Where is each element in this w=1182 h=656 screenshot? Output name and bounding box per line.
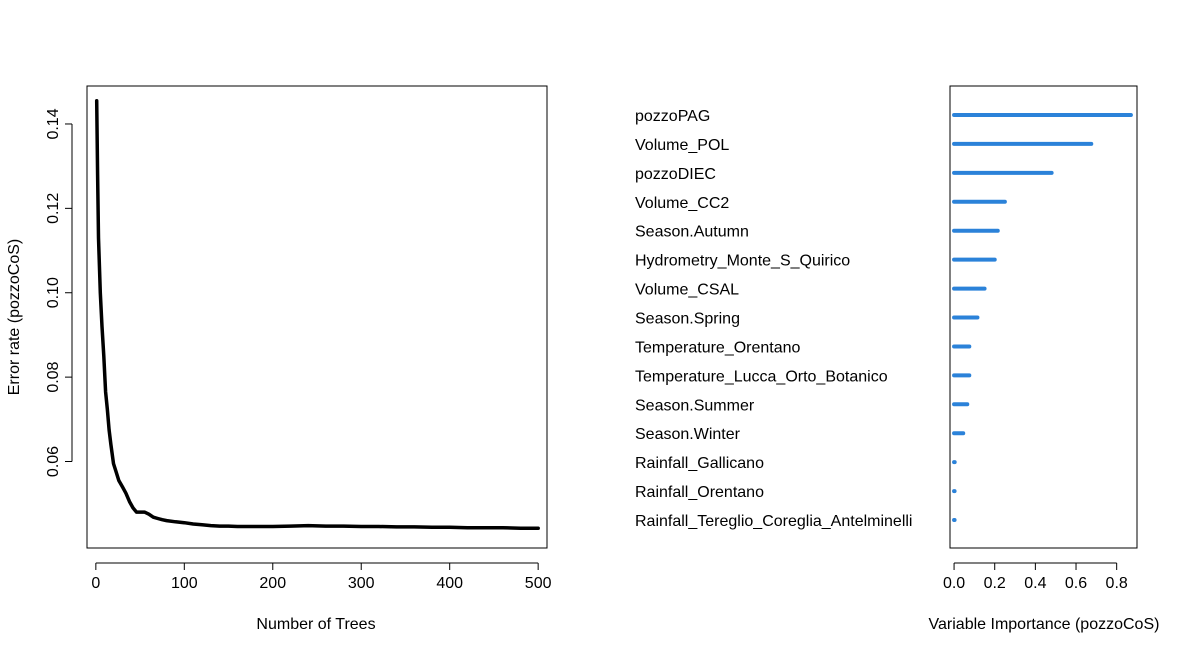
error-rate-series-line: [94, 99, 540, 530]
error-rate-y-tick-label: 0.14: [45, 108, 62, 139]
variable-importance-x-tick-label: 0.4: [1024, 575, 1046, 592]
error-rate-x-tick-label: 0: [91, 575, 100, 592]
error-rate-x-tick-label: 400: [436, 575, 463, 592]
variable-label: Hydrometry_Monte_S_Quirico: [635, 253, 850, 270]
variable-label: Rainfall_Gallicano: [635, 455, 764, 472]
variable-label: Season.Autumn: [635, 224, 749, 241]
error-rate-y-tick-label: 0.08: [45, 361, 62, 392]
variable-label: Season.Summer: [635, 397, 755, 414]
error-rate-x-tick-label: 100: [171, 575, 198, 592]
variable-importance-bars: [952, 113, 1133, 523]
variable-importance-x-tick-label: 0.0: [943, 575, 965, 592]
variable-label: Temperature_Lucca_Orto_Botanico: [635, 368, 888, 385]
variable-importance-plot-frame: [949, 85, 1138, 549]
error-rate-x-tick-label: 200: [259, 575, 286, 592]
error-rate-chart: 0 100 200 300 400 500 0.06 0.08 0.10 0.12 0.14 Nu…: [6, 85, 552, 633]
variable-importance-x-tick-label: 0.2: [984, 575, 1006, 592]
variable-label: pozzoPAG: [635, 108, 710, 125]
error-rate-x-tick-label: 300: [348, 575, 375, 592]
variable-importance-x-axis-title: Variable Importance (pozzoCoS): [929, 616, 1160, 633]
variable-importance-labels: pozzoPAG Volume_POL pozzoDIEC Volume_CC2 Sea…: [635, 108, 912, 530]
error-rate-plot-frame: [86, 85, 548, 549]
variable-label: Volume_CSAL: [635, 282, 739, 299]
error-rate-y-axis-title: Error rate (pozzoCoS): [6, 239, 23, 396]
variable-label: Season.Winter: [635, 426, 741, 443]
error-rate-y-tick-label: 0.06: [45, 446, 62, 477]
variable-label: Season.Spring: [635, 311, 740, 328]
variable-label: Rainfall_Tereglio_Coreglia_Antelminelli: [635, 513, 912, 530]
variable-label: pozzoDIEC: [635, 166, 716, 183]
variable-importance-chart: pozzoPAG Volume_POL pozzoDIEC Volume_CC2 Sea…: [635, 85, 1160, 633]
variable-label: Volume_POL: [635, 137, 729, 154]
error-rate-y-axis: 0.06 0.08 0.10 0.12 0.14: [45, 108, 73, 477]
variable-importance-x-tick-label: 0.6: [1065, 575, 1087, 592]
variable-importance-x-axis: 0.0 0.2 0.4 0.6 0.8: [943, 562, 1128, 592]
error-rate-y-tick-label: 0.12: [45, 193, 62, 224]
variable-importance-x-tick-label: 0.8: [1106, 575, 1128, 592]
error-rate-x-tick-label: 500: [525, 575, 552, 592]
error-rate-x-axis: 0 100 200 300 400 500: [91, 562, 552, 592]
error-rate-y-tick-label: 0.10: [45, 277, 62, 308]
error-rate-x-axis-title: Number of Trees: [256, 616, 375, 633]
variable-label: Temperature_Orentano: [635, 339, 801, 356]
variable-label: Rainfall_Orentano: [635, 484, 764, 501]
variable-label: Volume_CC2: [635, 195, 729, 212]
